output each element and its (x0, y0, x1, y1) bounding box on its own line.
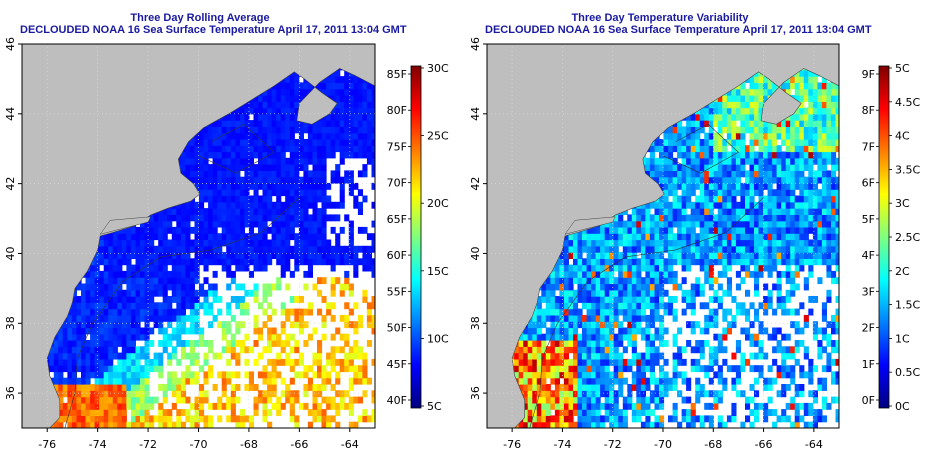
panel-2-title: Three Day Temperature Variability (571, 12, 749, 24)
y-tick-label: 44 (469, 107, 482, 121)
colorbar-label-f: 6F (862, 177, 875, 190)
x-tick-label: -74 (553, 438, 571, 451)
colorbar-label-f: 50F (387, 322, 407, 335)
depth-contour-1 (64, 197, 300, 428)
panel-2-subtitle: DECLOUDED NOAA 16 Sea Surface Temperatur… (485, 24, 872, 36)
colorbar-label-c: 10C (427, 332, 449, 345)
colorbar-label-c: 2C (895, 265, 910, 278)
colorbar-label-f: 7F (862, 140, 875, 153)
x-tick-label: -64 (805, 438, 823, 451)
data-field-2 (487, 44, 839, 428)
colorbar-label-f: 55F (387, 285, 407, 298)
x-tick-label: -70 (654, 438, 672, 451)
colorbar-label-c: 5C (895, 62, 910, 75)
x-tick-label: -68 (704, 438, 722, 451)
colorbar-label-c: 20C (427, 197, 449, 210)
colorbar-label-f: 65F (387, 213, 407, 226)
colorbar-label-c: 30C (427, 62, 449, 75)
y-tick-label: 46 (469, 37, 482, 51)
y-tick-label: 42 (4, 177, 17, 191)
colorbar-label-f: 85F (387, 68, 407, 81)
data-field-1 (22, 44, 375, 428)
colorbar-1 (410, 65, 422, 409)
colorbar-label-f: 1F (862, 358, 875, 371)
colorbar-label-f: 80F (387, 104, 407, 117)
x-tick-label: -76 (503, 438, 521, 451)
colorbar-label-c: 0C (895, 400, 910, 413)
colorbar-label-c: 3.5C (895, 163, 920, 176)
colorbar-label-c: 0.5C (895, 366, 920, 379)
land-2 (487, 44, 839, 428)
x-tick-label: -72 (139, 438, 157, 451)
x-tick-label: -70 (190, 438, 208, 451)
colorbar-label-c: 4.5C (895, 96, 920, 109)
x-tick-label: -68 (240, 438, 258, 451)
depth-contour-1 (529, 197, 764, 428)
land-1 (22, 44, 375, 428)
depth-contour-2 (662, 123, 739, 174)
y-tick-label: 46 (4, 37, 17, 51)
map-panel-2: -76 -74 -72 -70 -68 -66 -64 36 38 40 42 44 46 9F 8F 7F 6… (469, 37, 920, 451)
x-tick-label: -64 (341, 438, 359, 451)
colorbar-label-c: 1C (895, 332, 910, 345)
x-tick-label: -76 (38, 438, 56, 451)
y-tick-label: 42 (469, 177, 482, 191)
y-tick-label: 38 (469, 316, 482, 330)
colorbar-label-c: 5C (427, 400, 442, 413)
colorbar-label-f: 40F (387, 394, 407, 407)
colorbar-label-f: 0F (862, 394, 875, 407)
panel-1-subtitle: DECLOUDED NOAA 16 Sea Surface Temperatur… (20, 24, 407, 36)
colorbar-label-c: 1.5C (895, 299, 920, 312)
x-tick-label: -74 (89, 438, 107, 451)
y-tick-label: 44 (4, 107, 17, 121)
colorbar-label-f: 9F (862, 68, 875, 81)
colorbar-label-c: 4C (895, 130, 910, 143)
colorbar-2 (878, 65, 890, 409)
colorbar-label-f: 70F (387, 177, 407, 190)
x-tick-label: -66 (290, 438, 308, 451)
colorbar-label-c: 15C (427, 265, 449, 278)
x-tick-label: -66 (755, 438, 773, 451)
map-panel-1: -76 -74 -72 -70 -68 -66 -64 36 38 40 42 44 46 85F 80F 7… (4, 37, 449, 451)
panel-1-title: Three Day Rolling Average (130, 12, 270, 24)
colorbar-label-f: 5F (862, 213, 875, 226)
y-tick-label: 36 (4, 386, 17, 400)
x-tick-label: -72 (604, 438, 622, 451)
colorbar-label-f: 4F (862, 249, 875, 262)
colorbar-label-c: 3C (895, 197, 910, 210)
y-tick-label: 40 (4, 246, 17, 260)
y-tick-label: 36 (469, 386, 482, 400)
colorbar-label-c: 25C (427, 130, 449, 143)
colorbar-label-f: 60F (387, 249, 407, 262)
colorbar-label-f: 75F (387, 140, 407, 153)
colorbar-label-f: 3F (862, 285, 875, 298)
y-tick-label: 40 (469, 246, 482, 260)
colorbar-label-f: 45F (387, 358, 407, 371)
depth-contour-2 (198, 123, 275, 174)
colorbar-label-f: 2F (862, 322, 875, 335)
colorbar-label-c: 2.5C (895, 231, 920, 244)
y-tick-label: 38 (4, 316, 17, 330)
colorbar-label-f: 8F (862, 104, 875, 117)
